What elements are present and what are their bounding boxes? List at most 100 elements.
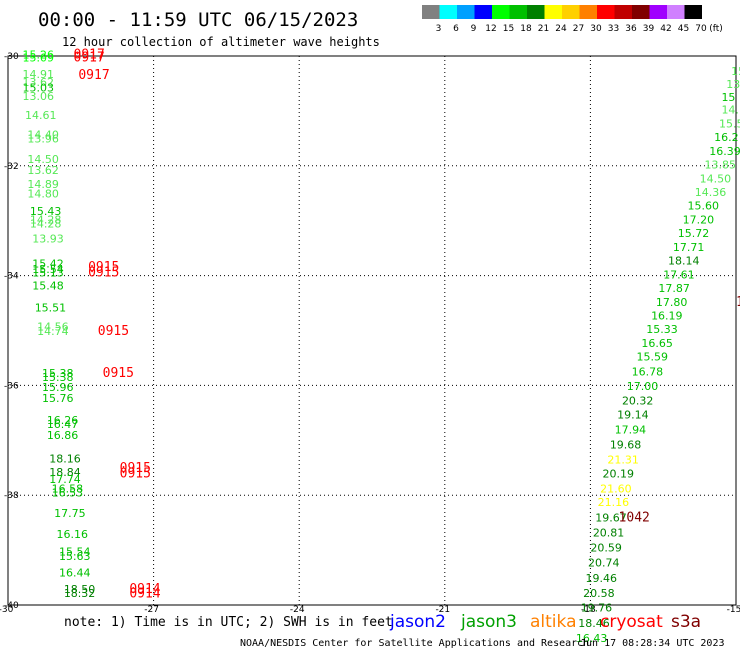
wave-height-value: 14.74 [37, 325, 68, 338]
wave-height-value: 15.26 [23, 49, 54, 62]
wave-height-value: 15.96 [42, 381, 73, 394]
legend-label: 3 [436, 24, 442, 34]
wave-height-value: 15.09 [23, 51, 54, 64]
y-tick-labels: -30 -32 -34 -36 -38 -40 [4, 52, 19, 611]
wave-height-value: 16.47 [47, 418, 79, 431]
wave-height-value: 14.36 [695, 186, 727, 199]
legend-label: 15 [503, 24, 514, 34]
wave-height-value: 16.65 [641, 337, 673, 350]
wave-height-value: 16.43 [576, 632, 608, 645]
legend-swatch [544, 5, 562, 19]
wave-height-value: 13.96 [27, 133, 59, 146]
y-tick-label: -32 [4, 162, 19, 172]
wave-height-value: 21.16 [598, 496, 630, 509]
pass-time-label: 0917 [74, 48, 105, 63]
pass-time-label: 0917 [74, 50, 105, 65]
legend-swatch [667, 5, 685, 19]
pass-time-label: 0915 [120, 467, 151, 482]
legend-unit: (ft) [709, 24, 723, 34]
wave-height-value: 13.62 [27, 164, 59, 177]
legend-label: 24 [555, 24, 567, 34]
wave-height-value: 13.85 [704, 159, 736, 172]
wave-height-value: 16.58 [52, 482, 84, 495]
wave-height-value: 20.74 [588, 557, 620, 570]
wave-height-value: 15 [721, 91, 735, 104]
wave-height-value: 17.20 [683, 213, 715, 226]
legend-label: 39 [643, 24, 655, 34]
wave-height-value: 13.62 [23, 76, 54, 89]
x-tick-label: -21 [435, 605, 450, 615]
pass-time-label: 1042 [619, 511, 650, 526]
wave-height-value: 14.56 [37, 321, 68, 334]
legend-swatch [684, 5, 702, 19]
wave-height-value: 21.60 [600, 482, 632, 495]
x-tick-label: -24 [290, 605, 305, 615]
wave-height-value: 18.14 [668, 255, 700, 268]
pass-time-label: 0914 [129, 582, 160, 597]
wave-height-value: 17.87 [658, 282, 690, 295]
y-tick-label: -34 [4, 272, 19, 282]
legend-label: 33 [608, 24, 619, 34]
pass-time-labels: 0917091709170915091509150915091509150914… [74, 48, 740, 602]
wave-height-value: 20.59 [590, 542, 622, 555]
wave-height-value: 15.76 [42, 392, 73, 405]
x-tick-label: -18 [581, 605, 596, 615]
legend-swatch [597, 5, 615, 19]
wave-height-value: 15.48 [32, 279, 64, 292]
wave-height-value: 19.67 [595, 512, 627, 525]
wave-height-value: 20.19 [603, 468, 635, 481]
wave-height-value: 19.46 [586, 572, 618, 585]
legend-label: 6 [453, 24, 459, 34]
wave-height-value: 14.61 [25, 109, 56, 122]
wave-height-value: 15.38 [42, 367, 73, 380]
wave-height-value: 19.76 [581, 602, 613, 615]
wave-height-value: 20.32 [622, 395, 654, 408]
x-tick-label: -30 [0, 605, 14, 615]
chart-subtitle: 12 hour collection of altimeter wave hei… [62, 35, 380, 49]
wave-height-value: 17.61 [663, 268, 695, 281]
wave-height-value: 15.72 [678, 227, 710, 240]
legend-swatch [579, 5, 597, 19]
wave-height-value: 17.80 [656, 296, 688, 309]
x-tick-label: -27 [144, 605, 159, 615]
chart-title: 00:00 - 11:59 UTC 06/15/2023 [38, 9, 358, 31]
satellite-s3a-label: s3a [671, 612, 701, 632]
wave-height-value: 19.14 [617, 408, 649, 421]
x-tick-labels: -30 -27 -24 -21 -18 -15 [0, 605, 740, 615]
wave-height-value: 17.00 [627, 380, 659, 393]
wave-height-value: 21.31 [607, 453, 639, 466]
legend-swatch [649, 5, 667, 19]
legend-swatch [509, 5, 527, 19]
wave-height-value: 13.06 [23, 90, 54, 103]
y-tick-label: -36 [4, 381, 19, 391]
pass-time-label: 0915 [88, 260, 119, 275]
y-tick-label: -30 [4, 52, 19, 62]
legend-swatch [562, 5, 580, 19]
satellite-cryosat-label: cryosat [600, 612, 663, 632]
wave-height-value: 14.50 [700, 172, 732, 185]
wave-height-value: 15.63 [59, 550, 91, 563]
wave-height-value: 18.50 [64, 583, 96, 596]
legend-swatch [422, 5, 440, 19]
wave-height-value: 14.50 [27, 153, 59, 166]
footer-note: note: 1) Time is in UTC; 2) SWH is in fe… [64, 615, 393, 630]
wave-height-value: 14.89 [27, 178, 59, 191]
wave-height-value: 15.51 [35, 301, 66, 314]
wave-height-value: 16.86 [47, 429, 79, 442]
wave-height-value: 15.33 [646, 323, 678, 336]
wave-height-value: 14.91 [23, 68, 54, 81]
pass-time-label: 0915 [98, 324, 129, 339]
wave-height-value: 15.59 [637, 351, 669, 364]
legend-label: 45 [678, 24, 689, 34]
pass-time-label: 0915 [120, 461, 151, 476]
pass-time-label: 104 [736, 295, 740, 310]
legend-label: 9 [471, 24, 477, 34]
satellite-altika-label: altika [530, 612, 577, 632]
wave-height-value: 15.60 [687, 200, 719, 213]
data-points: 15.2615.0914.9113.6215.0313.0614.6114.40… [23, 49, 740, 645]
legend-label: 70 [695, 24, 707, 34]
y-tick-label: -38 [4, 491, 19, 501]
grid-lines [8, 56, 736, 605]
wave-height-value: 14.28 [30, 217, 62, 230]
